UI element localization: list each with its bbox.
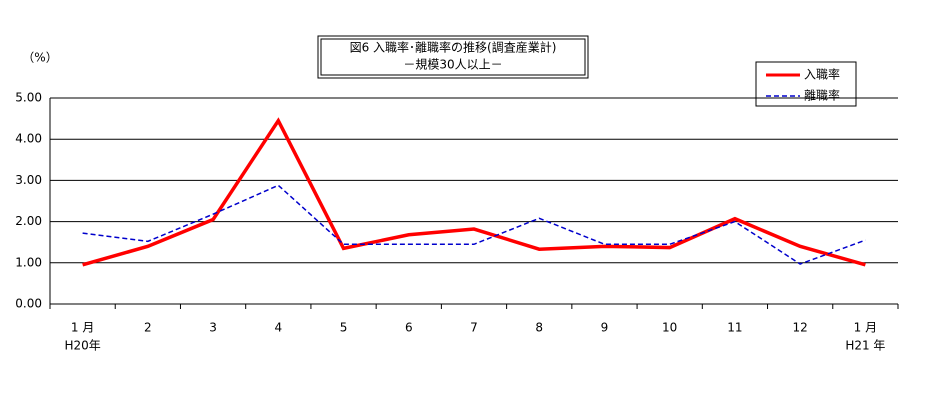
series-line [82,117,866,267]
x-tick-label: 2 [144,321,152,335]
x-tick-label: 9 [601,321,609,335]
x-sublabel: H21 年 [845,339,885,353]
y-tick-label: 3.00 [15,173,42,187]
legend-label: 離職率 [804,88,840,103]
title-box-outer [317,35,589,79]
series-line [82,184,866,265]
x-tick-label: 10 [662,321,677,335]
chart-title: 図6 入職率･離職率の推移(調査産業計) [350,40,557,55]
y-tick-label: 2.00 [15,214,42,228]
x-tick-label: 6 [405,321,413,335]
title-box-inner [320,38,586,76]
x-tick-label: 12 [793,321,808,335]
y-tick-label: 0.00 [15,297,42,311]
x-tick-label: 3 [209,321,217,335]
x-tick-label: 1 月 [854,321,877,335]
y-axis-label: （%） [22,51,57,65]
x-tick-label: 5 [340,321,348,335]
x-tick-label: 8 [535,321,543,335]
x-tick-label: 11 [727,321,742,335]
x-sublabel: H20年 [64,339,100,353]
y-tick-label: 4.00 [15,132,42,146]
x-tick-label: 1 月 [71,321,94,335]
legend-label: 入職率 [804,67,840,82]
chart-subtitle: －規模30人以上－ [403,57,502,72]
x-tick-label: 4 [274,321,282,335]
x-tick-label: 7 [470,321,478,335]
y-tick-label: 1.00 [15,255,42,269]
y-tick-label: 5.00 [15,91,42,105]
legend-box [755,61,857,107]
